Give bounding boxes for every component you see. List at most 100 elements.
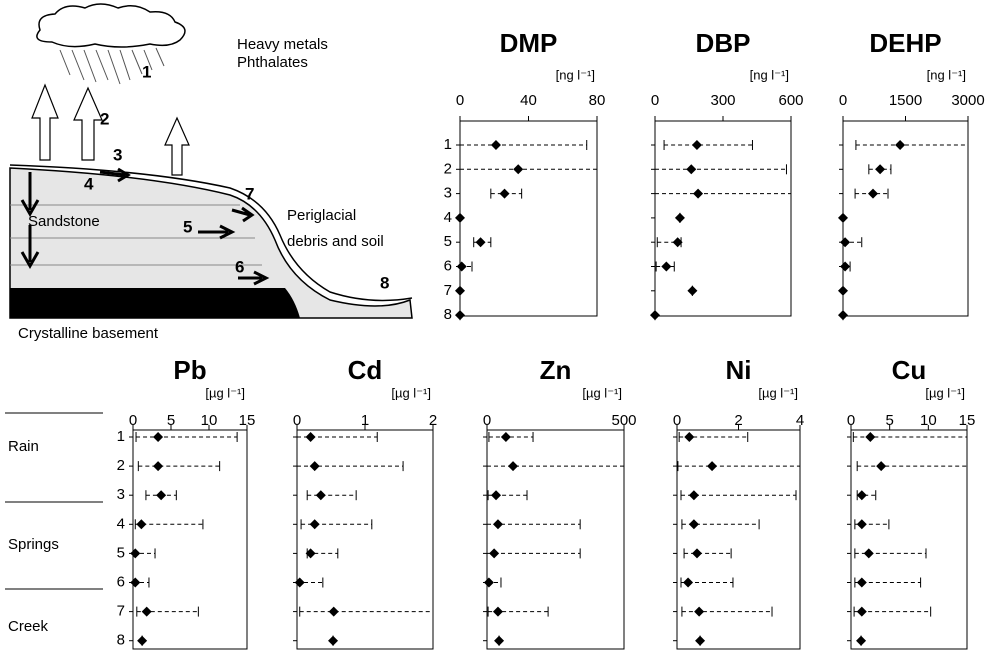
x-tick-label: 0: [651, 92, 659, 109]
value-marker: [513, 164, 524, 175]
x-tick-label: 300: [710, 92, 735, 109]
value-marker: [456, 261, 467, 272]
unit-label: [µg l⁻¹]: [582, 385, 622, 400]
diagram-label: 2: [100, 109, 109, 128]
value-marker: [687, 285, 698, 296]
x-tick-label: 5: [885, 412, 893, 429]
y-tick-label: 5: [444, 233, 452, 250]
x-tick-label: 5: [167, 412, 175, 429]
y-tick-label: 3: [117, 486, 125, 503]
diagram-label: Periglacial: [287, 207, 356, 224]
y-tick-label: 8: [117, 632, 125, 649]
group-label: Rain: [8, 438, 39, 455]
flow-arrows: [20, 167, 270, 286]
value-marker: [838, 310, 848, 321]
x-tick-label: 1500: [889, 92, 922, 109]
y-tick-label: 7: [444, 282, 452, 299]
value-marker: [694, 606, 705, 617]
diagram-label: Heavy metals: [237, 36, 328, 53]
value-marker: [691, 548, 702, 559]
value-marker: [137, 635, 148, 646]
plot-frame: [676, 429, 801, 650]
plot-frame: [132, 429, 248, 650]
chart-title: Cu: [892, 355, 927, 385]
x-tick-label: 3000: [951, 92, 984, 109]
diagram-label: Sandstone: [28, 213, 100, 230]
diagram-label: 8: [380, 273, 389, 292]
strata: [10, 204, 262, 266]
value-marker: [136, 519, 147, 530]
group-label: Springs: [8, 536, 59, 553]
value-marker: [499, 188, 510, 199]
y-tick-label: 4: [444, 209, 452, 226]
chart-title: Zn: [540, 355, 572, 385]
value-marker: [491, 490, 502, 501]
value-marker: [500, 432, 511, 442]
value-marker: [455, 285, 465, 296]
value-marker: [141, 606, 152, 617]
diagram-label: Phthalates: [237, 54, 308, 71]
value-marker: [875, 164, 886, 175]
unit-label: [µg l⁻¹]: [758, 385, 798, 400]
x-tick-label: 15: [239, 412, 256, 429]
diagram-label: debris and soil: [287, 233, 384, 250]
value-marker: [309, 461, 320, 472]
value-marker: [672, 237, 683, 248]
value-marker: [856, 606, 867, 617]
y-tick-label: 4: [117, 515, 125, 532]
x-tick-label: 2: [734, 412, 742, 429]
value-marker: [683, 577, 694, 588]
value-marker: [492, 519, 503, 530]
y-tick-label: 1: [444, 136, 452, 153]
value-marker: [707, 461, 718, 472]
value-marker: [895, 140, 906, 150]
x-tick-label: 10: [920, 412, 937, 429]
plot-frame: [842, 120, 969, 317]
value-marker: [688, 519, 699, 530]
unit-label: [ng l⁻¹]: [750, 67, 789, 82]
basement: [10, 288, 300, 318]
x-tick-label: 0: [456, 92, 464, 109]
y-tick-label: 8: [444, 306, 452, 323]
diagram-label: 4: [84, 174, 94, 193]
value-marker: [475, 237, 486, 248]
value-marker: [492, 606, 503, 617]
cloud: [36, 3, 186, 48]
y-tick-label: 7: [117, 603, 125, 620]
x-tick-label: 80: [589, 92, 606, 109]
value-marker: [494, 635, 505, 646]
value-marker: [856, 577, 867, 588]
value-marker: [490, 140, 501, 150]
value-marker: [838, 212, 848, 223]
value-marker: [863, 548, 874, 559]
value-marker: [691, 140, 702, 150]
value-marker: [315, 490, 326, 501]
value-marker: [695, 635, 706, 646]
diagram-label: 5: [183, 217, 192, 236]
value-marker: [328, 635, 339, 646]
value-marker: [686, 164, 697, 175]
x-tick-label: 40: [520, 92, 537, 109]
diagram-label: Crystalline basement: [18, 325, 159, 342]
diagram-label: 1: [142, 62, 151, 81]
value-marker: [489, 548, 500, 559]
x-tick-label: 4: [796, 412, 804, 429]
value-marker: [840, 237, 851, 248]
group-label: Creek: [8, 618, 49, 635]
group-divider: [5, 412, 103, 590]
chart-title: DMP: [500, 28, 558, 58]
x-tick-label: 500: [611, 412, 636, 429]
y-tick-label: 6: [117, 573, 125, 590]
y-tick-label: 5: [117, 544, 125, 561]
chart-title: Cd: [348, 355, 383, 385]
plot-frame: [654, 120, 792, 317]
plot-frame: [459, 120, 598, 317]
value-marker: [305, 548, 316, 559]
soil-line: [9, 164, 413, 302]
value-marker: [856, 519, 867, 530]
chart-title: Ni: [726, 355, 752, 385]
x-tick-label: 0: [673, 412, 681, 429]
y-tick-label: 2: [444, 160, 452, 177]
chart-title: Pb: [173, 355, 206, 385]
diagram-label: 3: [113, 145, 122, 164]
